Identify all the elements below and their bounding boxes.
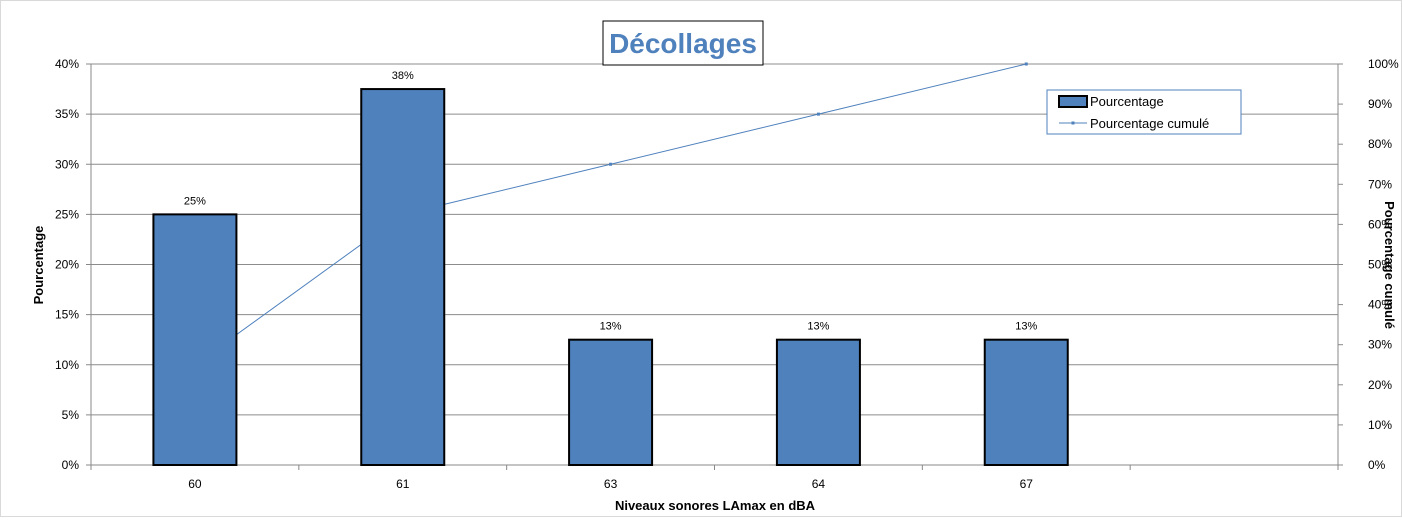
y2-tick-label: 80% xyxy=(1368,137,1392,151)
bar-series: 25% 38% 13% 13% 13% xyxy=(152,70,1069,466)
y2-tick-label: 50% xyxy=(1368,258,1392,272)
title-box xyxy=(602,20,764,66)
cumulative-point xyxy=(609,162,613,166)
y-tick-label: 5% xyxy=(62,408,80,422)
bar xyxy=(152,213,238,466)
bar xyxy=(775,338,861,466)
x-category-label: 63 xyxy=(604,477,618,491)
y2-tick-label: 10% xyxy=(1368,418,1392,432)
legend-label-cumule: Pourcentage cumulé xyxy=(1090,116,1209,131)
y-tick-label: 40% xyxy=(55,57,79,71)
cumulative-point xyxy=(1024,62,1028,66)
y-tick-label: 25% xyxy=(55,207,79,221)
y2-tick-label: 90% xyxy=(1368,97,1392,111)
y-tick-label: 20% xyxy=(55,258,79,272)
x-category-label: 61 xyxy=(396,477,410,491)
bar-data-label: 13% xyxy=(807,321,829,333)
y2-tick-label: 20% xyxy=(1368,378,1392,392)
gridlines xyxy=(91,63,1338,416)
y2-tick-label: 30% xyxy=(1368,338,1392,352)
legend-line-marker xyxy=(1071,121,1075,125)
y2-tick-label: 60% xyxy=(1368,217,1392,231)
bar-data-label: 38% xyxy=(392,70,414,82)
x-tick-marks xyxy=(90,465,1339,470)
x-axis-title: Niveaux sonores LAmax en dBA xyxy=(615,498,816,513)
y-tick-label: 0% xyxy=(62,458,80,472)
x-category-label: 67 xyxy=(1020,477,1034,491)
legend: Pourcentage Pourcentage cumulé xyxy=(1046,89,1242,135)
y2-tick-label: 40% xyxy=(1368,298,1392,312)
y2-tick-label: 70% xyxy=(1368,177,1392,191)
y-tick-label: 30% xyxy=(55,157,79,171)
x-category-label: 64 xyxy=(812,477,826,491)
y-axis-title: Pourcentage xyxy=(31,226,46,305)
cumulative-point xyxy=(816,112,820,116)
y-tick-label: 35% xyxy=(55,107,79,121)
y-tick-label: 10% xyxy=(55,358,79,372)
legend-label-pourcentage: Pourcentage xyxy=(1090,94,1164,109)
bar xyxy=(568,338,654,466)
bar-data-label: 13% xyxy=(600,321,622,333)
x-category-labels: 60 61 63 64 67 xyxy=(188,477,1033,491)
y2-axis-title: Pourcentage cumulé xyxy=(1382,201,1397,329)
bar-data-label: 25% xyxy=(184,195,206,207)
bar-data-label: 13% xyxy=(1015,321,1037,333)
bar xyxy=(983,338,1069,466)
chart-title: Décollages xyxy=(609,28,757,59)
y2-ticks: 0% 10% 20% 30% 40% 50% 60% 70% 80% 90% 100% xyxy=(1338,57,1399,472)
y-tick-label: 15% xyxy=(55,308,79,322)
x-category-label: 60 xyxy=(188,477,202,491)
y2-tick-label: 100% xyxy=(1368,57,1399,71)
bar xyxy=(360,88,446,466)
y-ticks: 0% 5% 10% 15% 20% 25% 30% 35% 40% xyxy=(55,57,91,472)
legend-bar-swatch xyxy=(1058,95,1088,108)
y2-tick-label: 0% xyxy=(1368,458,1386,472)
